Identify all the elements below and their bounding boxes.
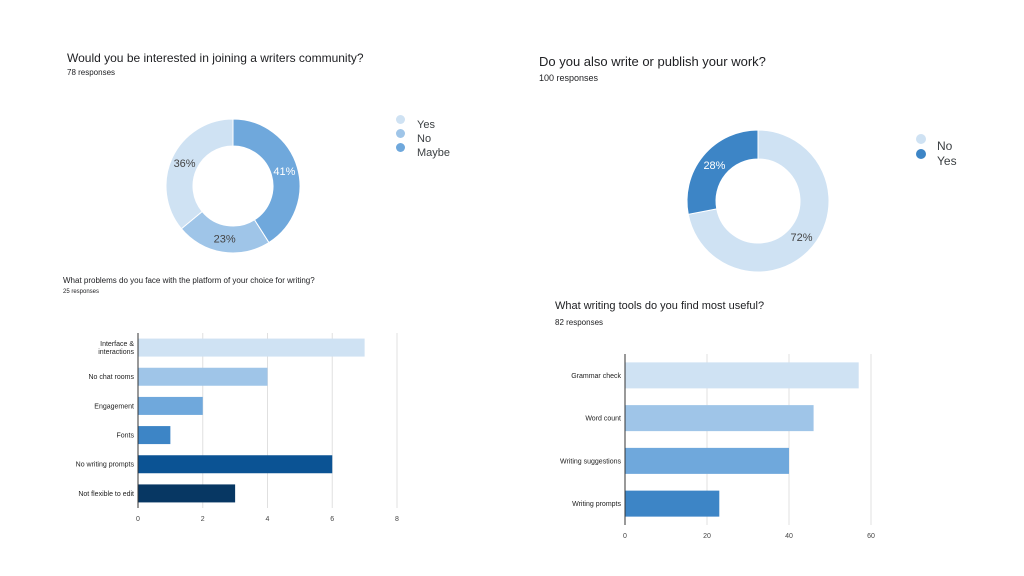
bar-engagement (138, 396, 203, 415)
chart3-title: What problems do you face with the platf… (63, 276, 315, 285)
x-tick-label: 60 (867, 533, 875, 540)
slice-label-yes: 36% (174, 158, 196, 170)
x-tick-label: 2 (201, 516, 205, 523)
legend-label-no: No (937, 138, 953, 153)
legend-label-yes: Yes (937, 153, 957, 168)
bar-word-count (625, 405, 814, 432)
slice-label-maybe: 41% (273, 166, 295, 178)
chart1-title: Would you be interested in joining a wri… (67, 51, 364, 65)
category-label-not-flexible-to-edit: Not flexible to edit (78, 491, 134, 498)
bar-writing-prompts (625, 490, 720, 517)
category-label-writing-prompts: Writing prompts (572, 501, 621, 508)
bar-not-flexible-to-edit (138, 484, 236, 503)
donut-slice-yes (686, 129, 759, 215)
x-tick-label: 0 (136, 516, 140, 523)
x-tick-label: 0 (623, 533, 627, 540)
bar-interface-interactions (138, 338, 365, 357)
bar-no-writing-prompts (138, 455, 333, 474)
x-tick-label: 40 (785, 533, 793, 540)
donut-slice-yes (165, 118, 234, 230)
chart4-title: What writing tools do you find most usef… (555, 300, 765, 312)
legend-dot-no (916, 134, 926, 144)
legend-dot-no (396, 128, 405, 138)
category-label-word-count: Word count (585, 416, 621, 423)
slice-label-no: 72% (791, 232, 813, 244)
x-tick-label: 20 (703, 533, 711, 540)
legend-label-yes: Yes (417, 119, 435, 132)
bar-grammar-check (625, 362, 859, 389)
category-label-fonts: Fonts (116, 433, 134, 440)
slice-label-no: 23% (214, 234, 236, 246)
legend-dot-yes (396, 114, 405, 124)
bar-writing-suggestions (625, 447, 789, 474)
legend-dot-yes (916, 149, 926, 159)
category-label-grammar-check: Grammar check (571, 373, 621, 380)
chart4-responses: 82 responses (555, 318, 604, 327)
category-label-engagement: Engagement (94, 403, 134, 410)
bar-fonts (138, 426, 171, 445)
category-label-no-chat-rooms: No chat rooms (88, 374, 134, 381)
legend-label-no: No (417, 133, 432, 146)
chart1-responses: 78 responses (67, 68, 116, 77)
donut-slice-no (687, 129, 830, 273)
x-tick-label: 4 (266, 516, 270, 523)
chart3-responses: 25 responses (63, 289, 100, 295)
bar-no-chat-rooms (138, 367, 268, 386)
chart2-title: Do you also write or publish your work? (539, 54, 766, 69)
category-label-no-writing-prompts: No writing prompts (76, 462, 135, 469)
x-tick-label: 6 (330, 516, 334, 523)
legend-label-maybe: Maybe (417, 147, 451, 160)
slice-label-yes: 28% (703, 160, 725, 172)
category-label-interface-interactions: Interface & interactions (98, 341, 134, 356)
donut-slice-maybe (232, 118, 301, 244)
x-tick-label: 8 (395, 516, 399, 523)
category-label-writing-suggestions: Writing suggestions (560, 458, 621, 465)
legend-dot-maybe (396, 142, 405, 152)
chart2-responses: 100 responses (539, 73, 599, 83)
